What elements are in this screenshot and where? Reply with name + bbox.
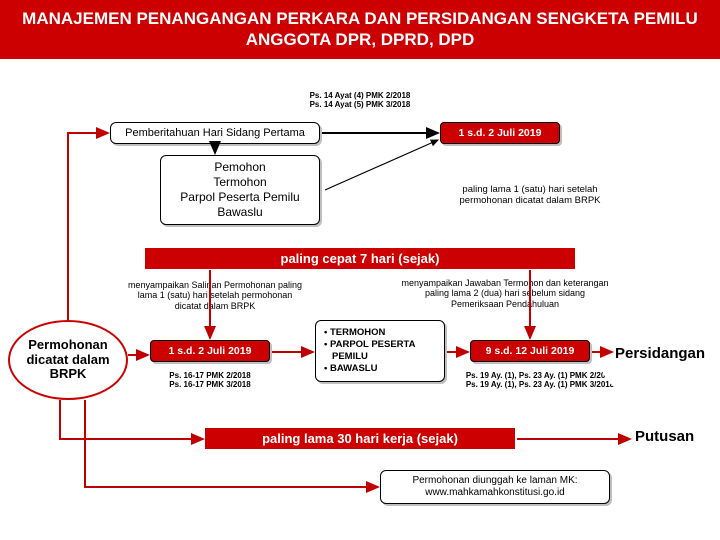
flow-arrows xyxy=(0,0,720,540)
note-line: dicatat dalam BRPK xyxy=(110,301,320,311)
ellipse-line: Permohonan xyxy=(26,338,109,353)
box-parties: Pemohon Termohon Parpol Peserta Pemilu B… xyxy=(160,155,320,225)
unggah-line: www.mahkamahkonstitusi.go.id xyxy=(389,487,601,499)
ref-right: Ps. 19 Ay. (1), Ps. 23 Ay. (1) PMK 2/201… xyxy=(455,372,625,390)
note-left: menyampaikan Salinan Permohonan paling l… xyxy=(110,280,320,311)
note-right: menyampaikan Jawaban Termohon dan ketera… xyxy=(375,278,635,309)
note-line: menyampaikan Salinan Permohonan paling xyxy=(110,280,320,290)
box-bullets: • TERMOHON • PARPOL PESERTA PEMILU • BAW… xyxy=(315,320,445,382)
ellipse-line: BRPK xyxy=(26,367,109,382)
banner-7hari: paling cepat 7 hari (sejak) xyxy=(145,248,575,269)
ref-line: Ps. 19 Ay. (1), Ps. 23 Ay. (1) PMK 3/201… xyxy=(455,381,625,390)
banner-30hari: paling lama 30 hari kerja (sejak) xyxy=(205,428,515,449)
ref-top: Ps. 14 Ayat (4) PMK 2/2018 Ps. 14 Ayat (… xyxy=(0,92,720,110)
ellipse-line: dicatat dalam xyxy=(26,353,109,368)
note-top: paling lama 1 (satu) hari setelah permoh… xyxy=(430,185,630,207)
note-line: lama 1 (satu) hari setelah permohonan xyxy=(110,290,320,300)
ref-mid: Ps. 16-17 PMK 2/2018 Ps. 16-17 PMK 3/201… xyxy=(150,372,270,390)
bullet: • BAWASLU xyxy=(324,363,436,375)
label-putusan: Putusan xyxy=(635,428,694,445)
note-line: Pemeriksaan Pendahuluan xyxy=(375,299,635,309)
bullet: PEMILU xyxy=(324,351,436,363)
party-line: Pemohon xyxy=(169,160,311,175)
unggah-line: Permohonan diunggah ke laman MK: xyxy=(389,475,601,487)
label-persidangan: Persidangan xyxy=(615,345,705,362)
party-line: Termohon xyxy=(169,175,311,190)
party-line: Parpol Peserta Pemilu xyxy=(169,190,311,205)
ellipse-brpk: Permohonan dicatat dalam BRPK xyxy=(8,320,128,400)
header-title: MANAJEMEN PENANGANGAN PERKARA DAN PERSID… xyxy=(0,0,720,61)
ref-line: Ps. 14 Ayat (5) PMK 3/2018 xyxy=(0,101,720,110)
note-line: permohonan dicatat dalam BRPK xyxy=(430,196,630,207)
box-date-mid: 1 s.d. 2 Juli 2019 xyxy=(150,340,270,362)
bullet: • TERMOHON xyxy=(324,327,436,339)
bullet: • PARPOL PESERTA xyxy=(324,339,436,351)
box-date-top: 1 s.d. 2 Juli 2019 xyxy=(440,122,560,144)
box-unggah: Permohonan diunggah ke laman MK: www.mah… xyxy=(380,470,610,504)
note-line: menyampaikan Jawaban Termohon dan ketera… xyxy=(375,278,635,288)
note-line: paling lama 2 (dua) hari sebelum sidang xyxy=(375,288,635,298)
box-date-right: 9 s.d. 12 Juli 2019 xyxy=(470,340,590,362)
ref-line: Ps. 16-17 PMK 3/2018 xyxy=(150,381,270,390)
party-line: Bawaslu xyxy=(169,205,311,220)
box-pemberitahuan: Pemberitahuan Hari Sidang Pertama xyxy=(110,122,320,144)
